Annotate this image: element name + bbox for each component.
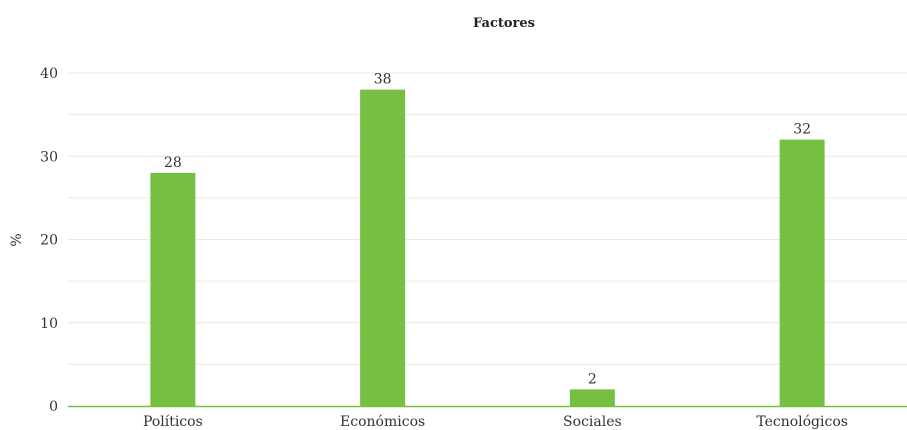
y-tick-label: 40: [40, 66, 58, 82]
x-category-label: Tecnológicos: [756, 414, 848, 430]
y-axis-label: %: [9, 233, 25, 246]
bar-económicos: [360, 89, 406, 407]
bar-políticos: [150, 172, 196, 406]
x-category-label: Políticos: [143, 414, 203, 430]
data-labels: 28 38 2 32: [164, 72, 811, 388]
data-label: 2: [588, 371, 597, 387]
data-label: 28: [164, 155, 182, 171]
y-tick-label: 20: [40, 233, 58, 249]
y-tick-label: 10: [40, 316, 58, 332]
chart-title: Factores: [473, 16, 535, 31]
bar-sociales: [569, 389, 615, 406]
y-axis-ticks: 0 10 20 30 40: [40, 66, 58, 415]
y-tick-label: 30: [40, 149, 58, 165]
bars: [150, 89, 825, 407]
x-category-label: Sociales: [563, 414, 622, 430]
y-tick-label: 0: [49, 399, 58, 415]
data-label: 32: [793, 122, 811, 138]
bar-tecnológicos: [779, 139, 825, 406]
x-axis-labels: Políticos Económicos Sociales Tecnológicos: [143, 414, 848, 430]
gridlines: [68, 72, 907, 365]
data-label: 38: [374, 72, 392, 88]
x-category-label: Económicos: [340, 414, 425, 430]
